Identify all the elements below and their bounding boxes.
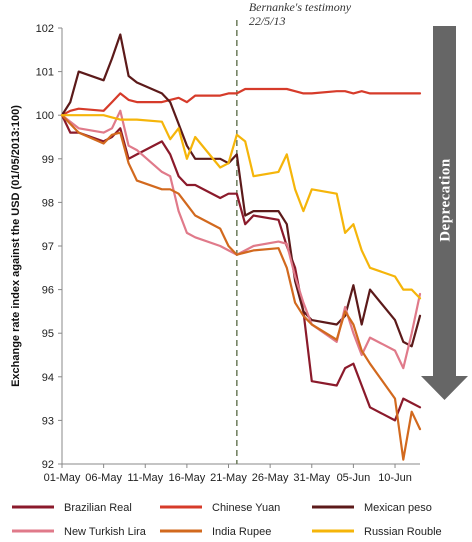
- y-tick-label: 100: [36, 110, 54, 122]
- y-axis-label: Exchange rate index against the USD (01/…: [10, 105, 22, 387]
- depreciation-arrow: Deprecation: [421, 26, 468, 400]
- legend-label-brazilian-real: Brazilian Real: [64, 502, 132, 514]
- series-line-brazilian-real: [60, 114, 422, 422]
- annotation-date: 22/5/13: [249, 14, 286, 28]
- x-tick-label: 11-May: [127, 472, 163, 484]
- y-tick-label: 93: [42, 415, 54, 427]
- y-tick-label: 101: [36, 67, 54, 79]
- down-arrow-icon: [421, 26, 468, 400]
- x-tick-labels: 01-May 06-May 11-May 16-May 21-May 26-May 31-M…: [44, 464, 412, 484]
- y-tick-label: 94: [42, 372, 54, 384]
- y-tick-label: 96: [42, 285, 54, 297]
- series-line-mexican-peso: [60, 33, 422, 348]
- legend-label-russian-rouble: Russian Rouble: [364, 526, 442, 538]
- annotation-title: Bernanke's testimony: [249, 0, 352, 14]
- legend-label-new-turkish-lira: New Turkish Lira: [64, 526, 147, 538]
- x-tick-label: 16-May: [169, 472, 206, 484]
- x-tick-label: 21-May: [210, 472, 247, 484]
- legend-label-india-rupee: India Rupee: [212, 526, 271, 538]
- y-tick-labels: 92 93 94 95 96 97 98 99 100 101 102: [36, 23, 62, 471]
- y-tick-label: 102: [36, 23, 54, 35]
- series-line-chinese-yuan: [60, 87, 422, 117]
- legend: Brazilian Real Chinese Yuan Mexican peso Ne…: [12, 502, 442, 538]
- y-tick-label: 92: [42, 459, 54, 471]
- series-lines: [60, 33, 422, 461]
- x-tick-label: 05-Jun: [337, 472, 371, 484]
- x-tick-label: 01-May: [44, 472, 81, 484]
- legend-label-chinese-yuan: Chinese Yuan: [212, 502, 280, 514]
- x-tick-label: 31-May: [293, 472, 330, 484]
- y-tick-label: 98: [42, 197, 54, 209]
- series-line-india-rupee: [60, 114, 422, 461]
- legend-label-mexican-peso: Mexican peso: [364, 502, 432, 514]
- x-tick-label: 26-May: [252, 472, 289, 484]
- x-tick-label: 10-Jun: [378, 472, 412, 484]
- y-tick-label: 99: [42, 154, 54, 166]
- depreciation-label: Deprecation: [438, 158, 454, 242]
- x-tick-label: 06-May: [85, 472, 122, 484]
- series-line-new-turkish-lira: [60, 109, 422, 370]
- y-tick-label: 95: [42, 328, 54, 340]
- y-tick-label: 97: [42, 241, 54, 253]
- series-line-russian-rouble: [60, 114, 422, 300]
